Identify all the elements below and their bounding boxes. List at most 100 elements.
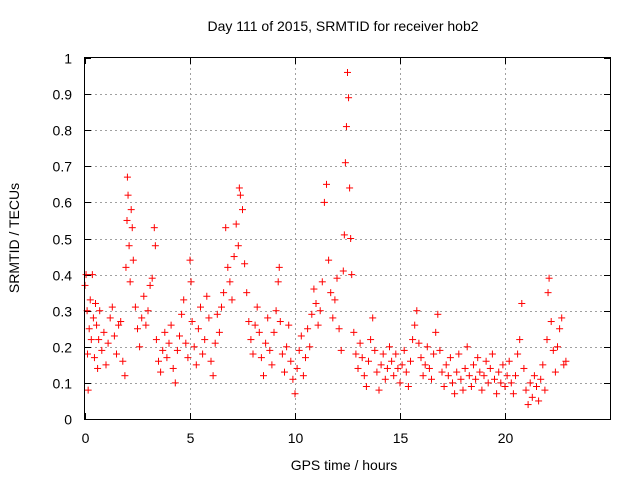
data-point [516, 336, 524, 344]
y-tick-label: 0.8 [53, 123, 73, 139]
data-point [151, 242, 159, 250]
data-point [93, 321, 101, 329]
data-point [314, 321, 322, 329]
data-point [232, 220, 240, 228]
data-point [264, 314, 272, 322]
data-point [488, 350, 496, 358]
data-point [495, 368, 503, 376]
data-point [297, 332, 305, 340]
data-point [398, 361, 406, 369]
data-point [367, 336, 375, 344]
data-point [197, 303, 204, 311]
data-point [329, 314, 337, 322]
data-point [127, 206, 135, 214]
data-point [84, 386, 92, 394]
data-point [188, 318, 196, 326]
data-point [276, 318, 284, 326]
data-point [199, 350, 207, 358]
data-point [388, 357, 396, 365]
data-point [320, 198, 328, 206]
data-point [184, 354, 192, 362]
x-tick-label: 15 [393, 430, 409, 446]
data-point [82, 271, 90, 279]
data-point [192, 361, 200, 369]
data-point [249, 350, 257, 358]
data-point [526, 379, 534, 387]
data-point [119, 357, 127, 365]
data-point [163, 354, 171, 362]
data-point [148, 274, 156, 282]
data-point [325, 256, 333, 264]
data-point [215, 328, 223, 336]
data-point [341, 159, 349, 167]
data-point [253, 303, 261, 311]
data-point [465, 372, 473, 380]
data-point [243, 289, 251, 297]
data-point [340, 231, 348, 239]
data-point [94, 364, 102, 372]
data-point [310, 285, 318, 293]
data-point [255, 328, 263, 336]
data-point [480, 372, 488, 380]
data-point [115, 321, 123, 329]
data-point [503, 372, 511, 380]
data-point [360, 372, 368, 380]
data-point [365, 357, 372, 365]
data-point [87, 336, 95, 344]
data-point [436, 346, 444, 354]
data-point [457, 375, 465, 383]
data-point [306, 343, 314, 351]
data-point [251, 321, 259, 329]
data-point [345, 94, 353, 102]
data-point [187, 278, 195, 286]
data-point [90, 354, 98, 362]
plot-frame [84, 57, 611, 420]
x-axis-label: GPS time / hours [291, 457, 398, 473]
data-point [289, 375, 297, 383]
y-tick-label: 0 [64, 412, 72, 428]
data-point [110, 332, 118, 340]
data-point [556, 325, 564, 333]
data-point [211, 339, 219, 347]
data-point [461, 364, 469, 372]
y-tick-labels: 0 0.1 0.2 0.3 0.4 0.5 0.6 0.7 0.8 0.9 1 [53, 51, 73, 428]
data-point [117, 318, 125, 326]
data-point [234, 242, 242, 250]
data-point [423, 343, 431, 351]
data-point [354, 364, 362, 372]
data-point [377, 361, 385, 369]
data-point [501, 383, 509, 391]
data-point [190, 343, 198, 351]
data-point [201, 336, 209, 344]
data-point [430, 350, 438, 358]
data-point [440, 383, 448, 391]
data-point [524, 401, 532, 409]
data-point [245, 318, 253, 326]
data-point [236, 191, 244, 199]
data-point [299, 372, 307, 380]
data-point [394, 364, 402, 372]
x-tick-labels: 0 5 10 15 20 [82, 430, 514, 446]
data-point [335, 325, 343, 333]
data-point [396, 379, 404, 387]
data-point [140, 292, 148, 300]
data-point [371, 346, 379, 354]
data-point [383, 364, 391, 372]
data-point [520, 364, 528, 372]
data-point [92, 299, 99, 307]
data-point [491, 375, 498, 383]
data-point [194, 325, 202, 333]
data-point [134, 325, 141, 333]
data-point [222, 224, 230, 232]
data-point [438, 368, 446, 376]
data-point [537, 375, 545, 383]
x-tick-label: 10 [288, 430, 304, 446]
data-point [453, 368, 461, 376]
data-point [421, 361, 429, 369]
y-tick-label: 0.2 [53, 340, 73, 356]
data-point [444, 372, 452, 380]
data-point [165, 339, 173, 347]
data-point [207, 357, 215, 365]
data-point [123, 216, 131, 224]
